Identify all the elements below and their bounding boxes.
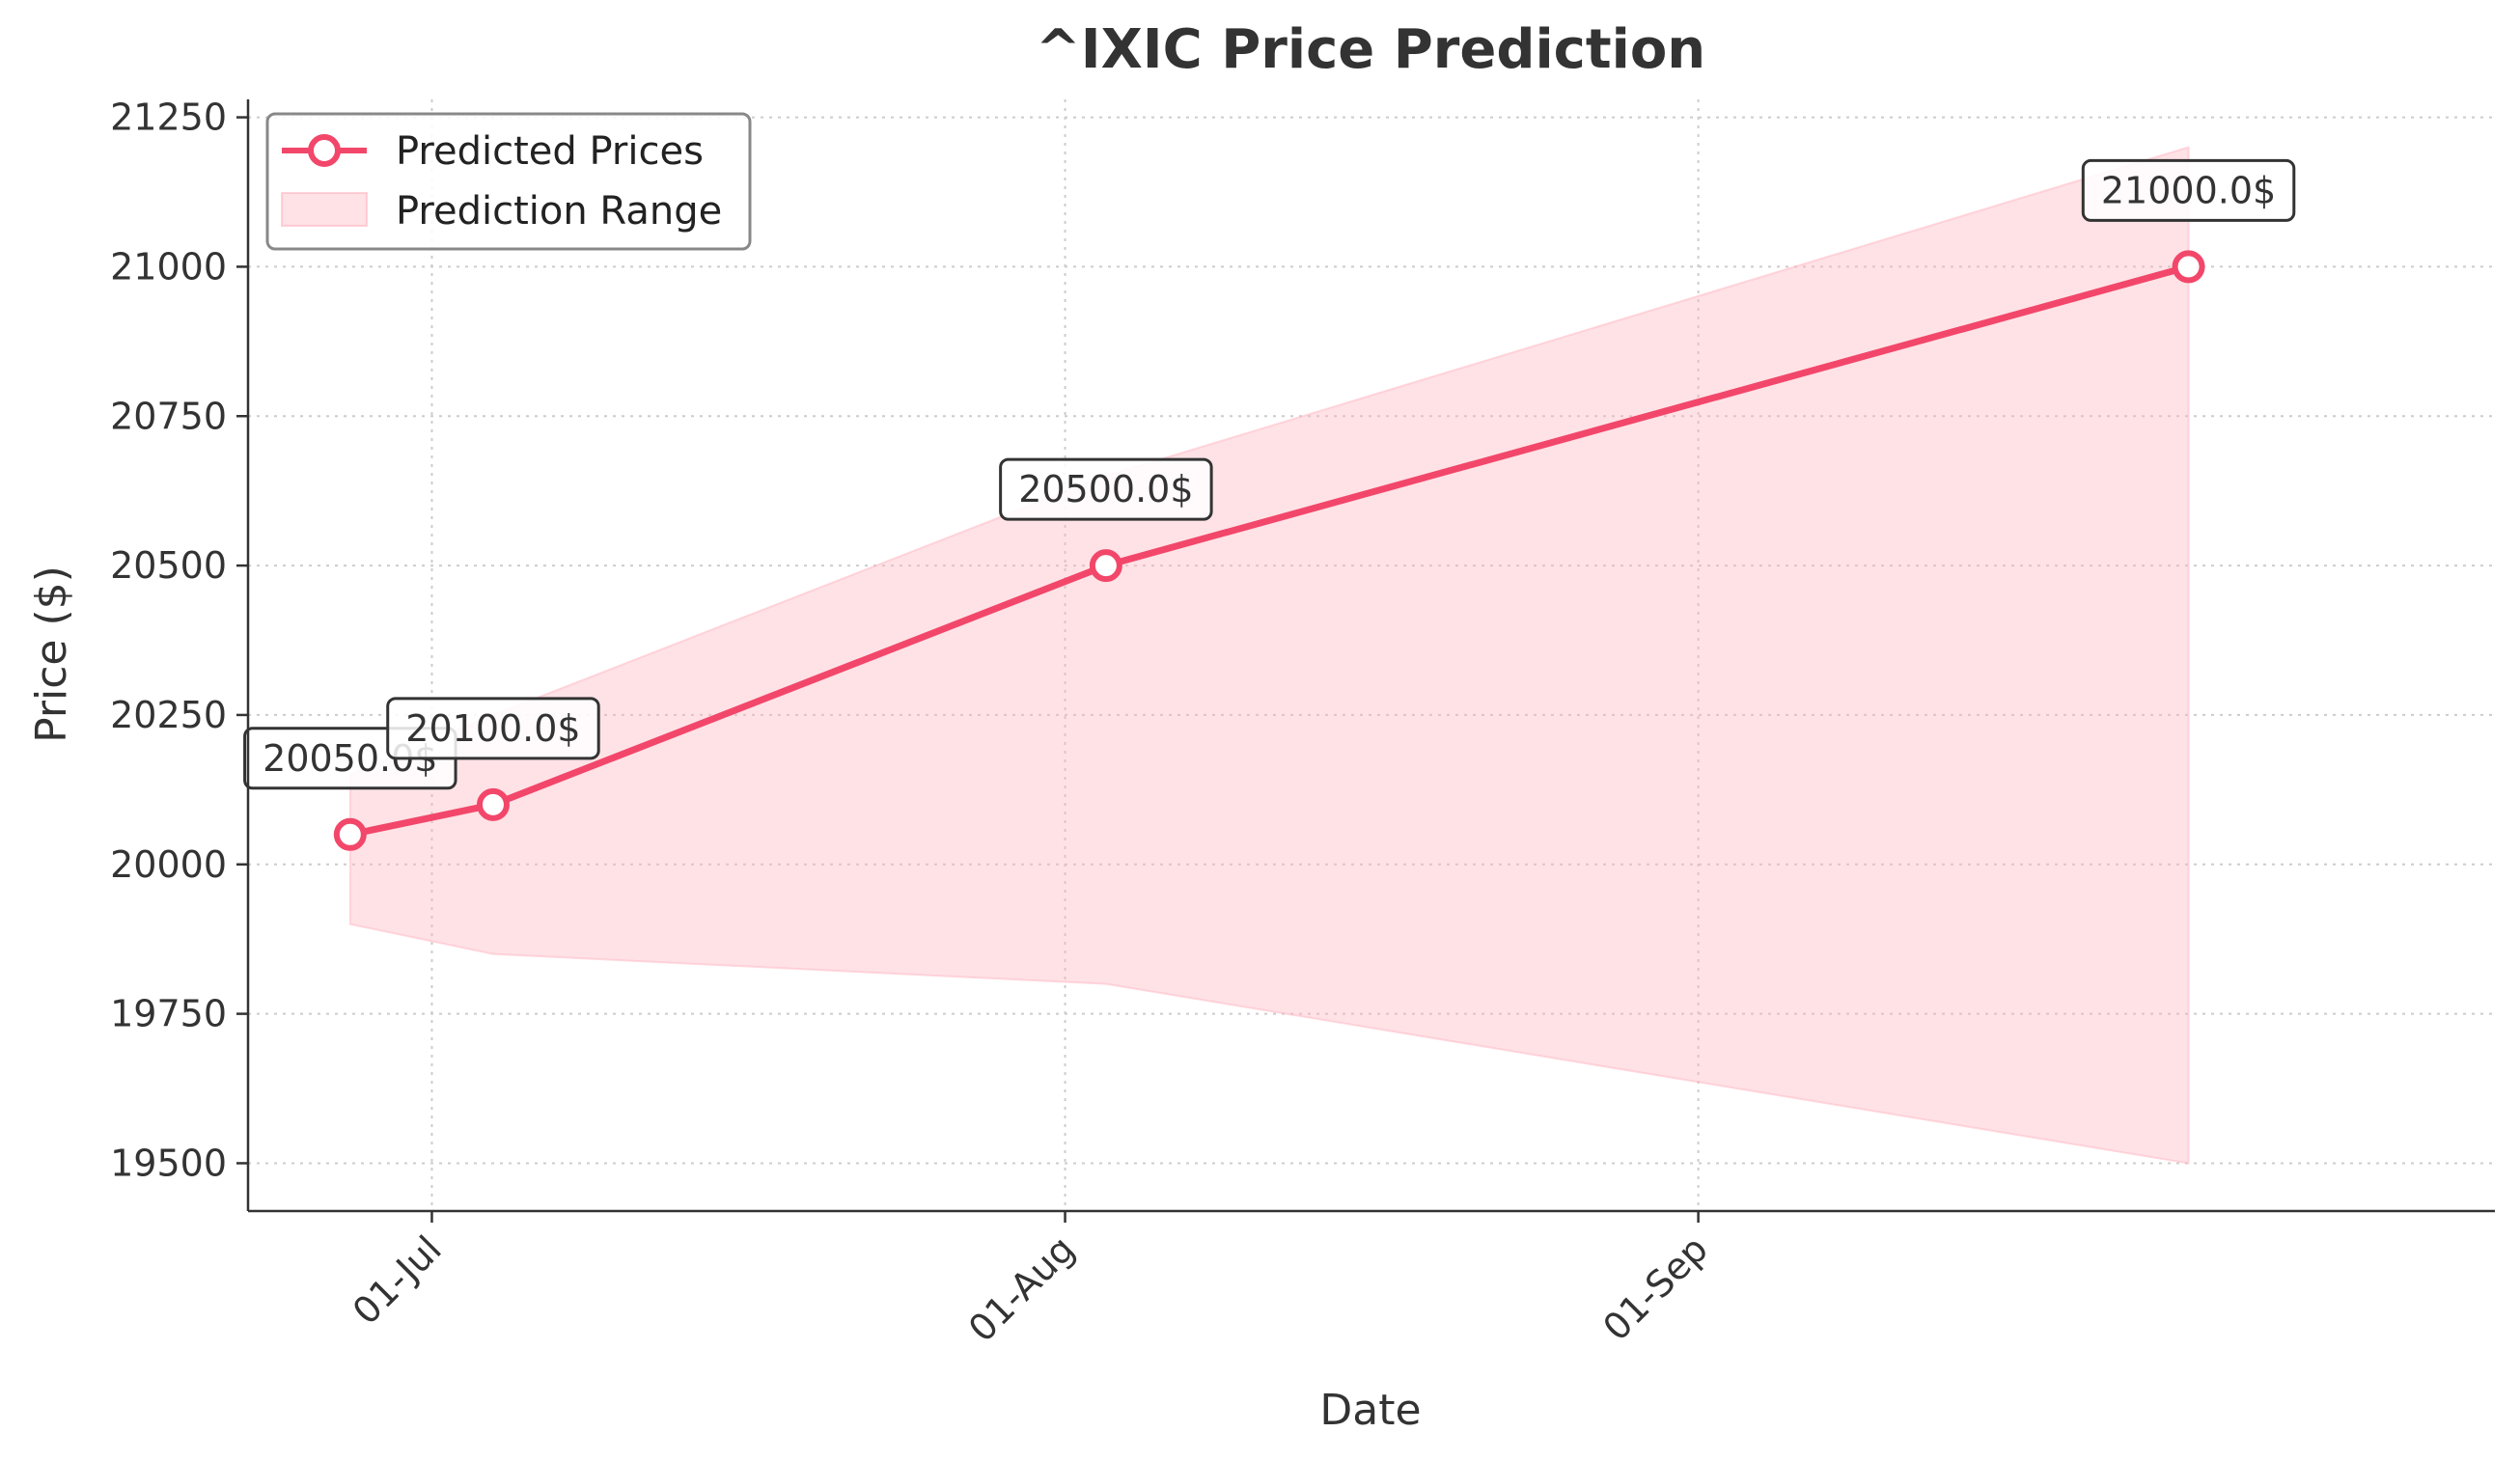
y-ticks: 19500 19750 20000 20250 20500 20750 21000 21250 <box>110 96 248 1184</box>
price-annotation-label: 21000.0$ <box>2101 169 2276 211</box>
predicted-price-point <box>333 817 367 851</box>
predicted-price-points <box>333 250 2205 851</box>
price-annotation-box <box>999 457 1213 521</box>
legend-label-predicted: Predicted Prices <box>396 129 704 174</box>
predicted-prices-line <box>349 263 2190 839</box>
y-tick-label: 20000 <box>110 843 227 886</box>
legend-label-range: Prediction Range <box>396 189 722 234</box>
price-annotation-label: 20500.0$ <box>1018 468 1193 510</box>
price-annotation: 20500.0$ <box>999 457 1213 521</box>
predicted-price-point <box>2172 250 2205 284</box>
predicted-price-point <box>476 787 510 821</box>
legend-marker-swatch <box>308 134 341 167</box>
predicted-prices-polyline <box>349 263 2190 839</box>
y-tick-label: 21000 <box>110 245 227 288</box>
price-annotations: 20050.0$20100.0$20500.0$21000.0$ <box>243 158 2296 790</box>
y-axis-label: Price ($) <box>27 565 76 743</box>
legend-box <box>265 112 752 251</box>
legend-range-swatch <box>281 192 368 227</box>
predicted-price-point <box>1089 549 1122 583</box>
price-annotation: 20100.0$ <box>386 697 600 760</box>
y-tick-label: 20250 <box>110 694 227 736</box>
chart-title: ^IXIC Price Prediction <box>1036 18 1705 81</box>
y-tick-label: 20750 <box>110 395 227 437</box>
price-annotation-box <box>2081 158 2296 222</box>
x-axis-label: Date <box>1319 1386 1421 1435</box>
prediction-range-area <box>348 146 2190 1165</box>
legend: Predicted Prices Prediction Range <box>265 112 752 251</box>
price-annotation-box <box>386 697 600 760</box>
axes <box>246 99 2495 1213</box>
y-tick-label: 19750 <box>110 993 227 1035</box>
price-annotation: 21000.0$ <box>2081 158 2296 222</box>
y-tick-label: 20500 <box>110 544 227 587</box>
y-tick-label: 19500 <box>110 1142 227 1184</box>
prediction-range-band <box>348 146 2190 1165</box>
y-tick-label: 21250 <box>110 96 227 139</box>
grid <box>248 99 2495 1211</box>
price-annotation-label: 20100.0$ <box>405 707 580 750</box>
